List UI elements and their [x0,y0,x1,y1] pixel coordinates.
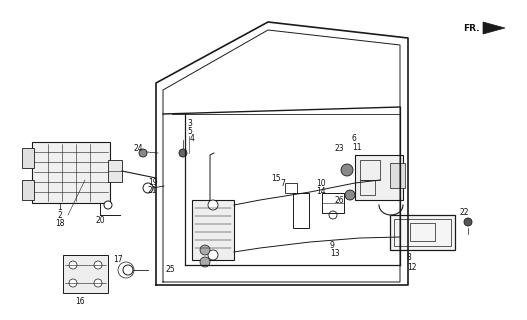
Circle shape [208,200,218,210]
Bar [390,215,455,250]
Bar [390,163,405,188]
Polygon shape [483,22,505,34]
Circle shape [94,279,102,287]
Text: 22: 22 [460,207,470,217]
Circle shape [69,261,77,269]
Text: 24: 24 [133,143,143,153]
Text: 18: 18 [55,219,65,228]
Text: 9: 9 [330,241,335,250]
Bar [410,223,435,241]
Text: 7: 7 [280,179,285,188]
Bar [394,219,451,246]
Text: 3: 3 [187,118,192,127]
Bar [293,193,309,228]
Circle shape [104,201,112,209]
Text: 5: 5 [187,126,192,135]
Circle shape [200,245,210,255]
Circle shape [139,149,147,157]
Bar [32,142,110,203]
Text: FR.: FR. [464,23,480,33]
Bar [22,180,34,200]
Text: 21: 21 [148,186,158,195]
Text: 15: 15 [271,173,280,182]
Text: 25: 25 [165,266,175,275]
Bar [192,200,234,260]
Text: 12: 12 [407,262,416,271]
Circle shape [345,190,355,200]
Text: 17: 17 [113,255,123,265]
Text: 10: 10 [316,179,326,188]
Circle shape [179,149,187,157]
Text: 11: 11 [352,142,362,151]
Text: 13: 13 [330,249,339,258]
Text: 20: 20 [95,215,105,225]
Bar [322,193,344,213]
Text: 1: 1 [57,203,62,212]
Bar [108,160,122,182]
Text: 19: 19 [148,178,158,187]
Circle shape [200,257,210,267]
Text: 23: 23 [335,143,345,153]
Text: 14: 14 [316,187,326,196]
Bar [360,160,380,180]
Text: 4: 4 [190,133,195,142]
Bar [63,255,108,293]
Circle shape [94,261,102,269]
Circle shape [464,218,472,226]
Circle shape [69,279,77,287]
Text: 26: 26 [335,196,345,204]
Circle shape [341,164,353,176]
Circle shape [208,250,218,260]
Bar [22,148,34,168]
Bar [360,180,375,195]
Text: 16: 16 [75,298,85,307]
Bar [285,183,297,193]
Text: 8: 8 [407,253,412,262]
Text: 6: 6 [352,133,357,142]
Text: 2: 2 [57,211,62,220]
Bar [355,155,403,200]
